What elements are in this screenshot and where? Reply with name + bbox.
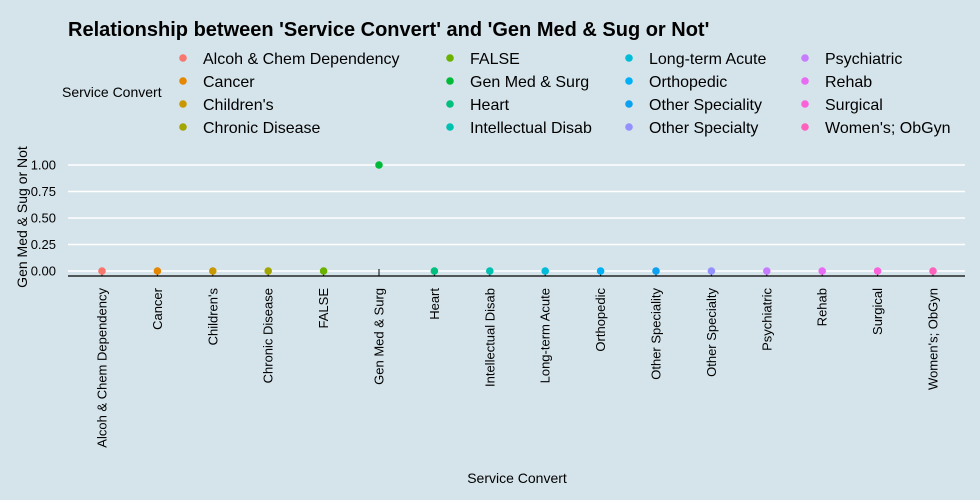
legend-key-intellectual-disab xyxy=(446,123,454,131)
x-tick-label: Heart xyxy=(427,288,442,320)
x-tick-label: Women's; ObGyn xyxy=(926,288,941,390)
point-gen-med-surg xyxy=(375,161,383,169)
legend-key-cancer xyxy=(179,77,187,85)
point-cancer xyxy=(153,267,162,275)
x-tick-label: Cancer xyxy=(150,287,165,330)
y-tick-label: 0.75 xyxy=(31,184,56,199)
point-intellectual-disab xyxy=(486,267,494,275)
legend-label-intellectual-disab: Intellectual Disab xyxy=(470,120,592,137)
data-points xyxy=(98,161,937,275)
y-tick-label: 0.00 xyxy=(31,264,56,279)
point-surgical xyxy=(873,267,882,275)
legend-label-surgical: Surgical xyxy=(825,97,883,114)
x-tick-label: Long-term Acute xyxy=(538,288,553,383)
y-axis: 0.00 0.25 0.50 0.75 1.00 xyxy=(31,158,56,279)
legend-key-gen-med-surg xyxy=(446,77,454,85)
legend-label-children-s: Children's xyxy=(203,97,274,114)
x-tick-label: Children's xyxy=(205,288,220,346)
x-tick-label: Gen Med & Surg xyxy=(372,288,387,385)
point-chronic-disease xyxy=(264,267,273,275)
x-tick-label: Rehab xyxy=(815,288,830,326)
legend-key-false xyxy=(446,54,454,62)
point-orthopedic xyxy=(596,267,605,275)
point-other-specialty xyxy=(707,267,716,275)
legend-title: Service Convert xyxy=(62,84,162,100)
x-tick-label: Chronic Disease xyxy=(261,288,276,383)
legend-key-heart xyxy=(446,100,454,108)
x-axis-label: Service Convert xyxy=(467,470,567,486)
x-tick-label: Surgical xyxy=(870,288,885,335)
legend-label-cancer: Cancer xyxy=(203,74,255,91)
legend-label-heart: Heart xyxy=(470,97,510,114)
legend-key-women-s-obgyn xyxy=(801,123,809,131)
point-long-term-acute xyxy=(541,267,549,275)
x-tick-label: Alcoh & Chem Dependency xyxy=(95,288,110,448)
legend-key-surgical xyxy=(801,100,809,108)
y-tick-label: 0.25 xyxy=(31,237,56,252)
legend-label-false: FALSE xyxy=(470,51,520,68)
legend-key-long-term-acute xyxy=(625,54,633,62)
legend-label-alcoh-chem-dependency: Alcoh & Chem Dependency xyxy=(203,51,400,68)
legend-key-other-specialty xyxy=(625,123,633,131)
x-tick-label: Intellectual Disab xyxy=(482,288,497,387)
point-children-s xyxy=(209,267,217,275)
x-tick-label: Psychiatric xyxy=(759,288,774,351)
legend-key-alcoh-chem-dependency xyxy=(179,54,187,62)
point-heart xyxy=(430,267,439,275)
chart-title: Relationship between 'Service Convert' a… xyxy=(68,19,709,41)
legend: Alcoh & Chem Dependency Cancer Children's C… xyxy=(179,51,950,137)
legend-label-other-speciality: Other Speciality xyxy=(649,97,762,114)
legend-label-psychiatric: Psychiatric xyxy=(825,51,902,68)
y-axis-label: Gen Med & Sug or Not xyxy=(14,146,30,288)
legend-label-long-term-acute: Long-term Acute xyxy=(649,51,767,68)
point-rehab xyxy=(818,267,826,275)
legend-label-chronic-disease: Chronic Disease xyxy=(203,120,320,137)
legend-label-orthopedic: Orthopedic xyxy=(649,74,727,91)
point-women-s-obgyn xyxy=(929,267,937,275)
legend-key-orthopedic xyxy=(625,77,633,85)
point-false xyxy=(319,267,328,275)
x-tick-label: FALSE xyxy=(316,288,331,329)
legend-label-other-specialty: Other Specialty xyxy=(649,120,758,137)
x-tick-label: Other Specialty xyxy=(704,288,719,377)
legend-key-psychiatric xyxy=(801,54,809,62)
point-psychiatric xyxy=(763,267,771,275)
legend-label-rehab: Rehab xyxy=(825,74,872,91)
y-gridlines xyxy=(68,164,965,272)
legend-label-women-s-obgyn: Women's; ObGyn xyxy=(825,120,950,137)
x-axis: Alcoh & Chem Dependency Cancer Children's C… xyxy=(95,269,941,448)
legend-label-gen-med-surg: Gen Med & Surg xyxy=(470,74,589,91)
legend-key-rehab xyxy=(801,77,809,85)
y-tick-label: 1.00 xyxy=(31,158,56,173)
legend-key-other-speciality xyxy=(625,100,633,108)
point-other-speciality xyxy=(652,267,660,275)
y-tick-label: 0.50 xyxy=(31,211,56,226)
x-tick-label: Orthopedic xyxy=(593,288,608,352)
x-tick-label: Other Speciality xyxy=(649,288,664,380)
point-alcoh-chem-dependency xyxy=(98,267,106,275)
legend-key-chronic-disease xyxy=(179,123,187,131)
legend-key-children-s xyxy=(179,100,187,108)
